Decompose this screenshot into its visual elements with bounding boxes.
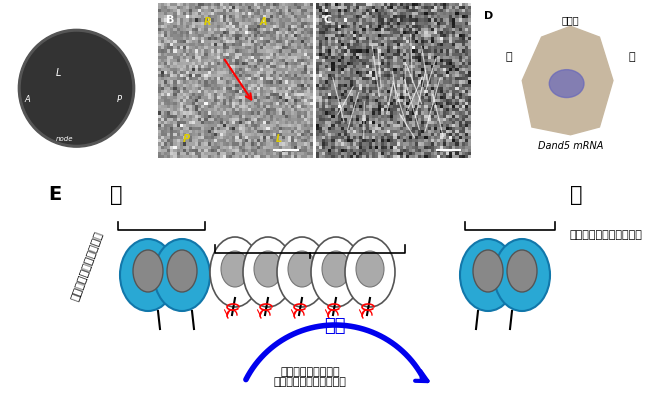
Text: 右: 右 <box>110 185 123 205</box>
Ellipse shape <box>311 237 361 307</box>
Text: D: D <box>484 11 493 21</box>
Ellipse shape <box>473 250 503 292</box>
Text: L: L <box>276 134 282 145</box>
Text: 水流: 水流 <box>324 317 346 335</box>
Text: C: C <box>324 15 332 25</box>
Ellipse shape <box>221 251 249 287</box>
Text: 動かない繊毛を持つ細胞: 動かない繊毛を持つ細胞 <box>70 230 105 302</box>
Ellipse shape <box>277 237 327 307</box>
Ellipse shape <box>133 250 163 292</box>
Text: A: A <box>11 15 19 25</box>
Text: 動かない繊毛を持つ細胞: 動かない繊毛を持つ細胞 <box>570 230 643 240</box>
Text: 動く繊毛を持つ細胞: 動く繊毛を持つ細胞 <box>280 367 340 377</box>
Ellipse shape <box>345 237 395 307</box>
Circle shape <box>18 29 135 147</box>
Text: 左: 左 <box>570 185 582 205</box>
Text: （繊毛が回転している）: （繊毛が回転している） <box>273 377 346 387</box>
Ellipse shape <box>356 251 384 287</box>
Ellipse shape <box>154 239 210 311</box>
Text: E: E <box>48 185 61 204</box>
Ellipse shape <box>120 239 176 311</box>
Text: ノード: ノード <box>561 15 580 25</box>
Ellipse shape <box>507 250 537 292</box>
Text: A: A <box>25 94 30 103</box>
Text: node: node <box>56 136 73 143</box>
Text: P: P <box>182 134 190 145</box>
Ellipse shape <box>254 251 282 287</box>
Text: A: A <box>260 17 267 26</box>
Text: L: L <box>56 68 61 78</box>
Text: 左: 左 <box>629 52 636 62</box>
Ellipse shape <box>210 237 260 307</box>
Circle shape <box>21 32 131 144</box>
Ellipse shape <box>243 237 293 307</box>
Text: Dand5 mRNA: Dand5 mRNA <box>538 141 603 150</box>
Polygon shape <box>522 26 613 135</box>
Ellipse shape <box>494 239 550 311</box>
Text: 右: 右 <box>505 52 512 62</box>
Text: P: P <box>117 94 122 103</box>
Ellipse shape <box>167 250 197 292</box>
Ellipse shape <box>288 251 316 287</box>
Text: R: R <box>204 17 211 26</box>
Ellipse shape <box>322 251 350 287</box>
Ellipse shape <box>460 239 516 311</box>
Circle shape <box>549 70 584 98</box>
Text: B: B <box>165 15 174 25</box>
